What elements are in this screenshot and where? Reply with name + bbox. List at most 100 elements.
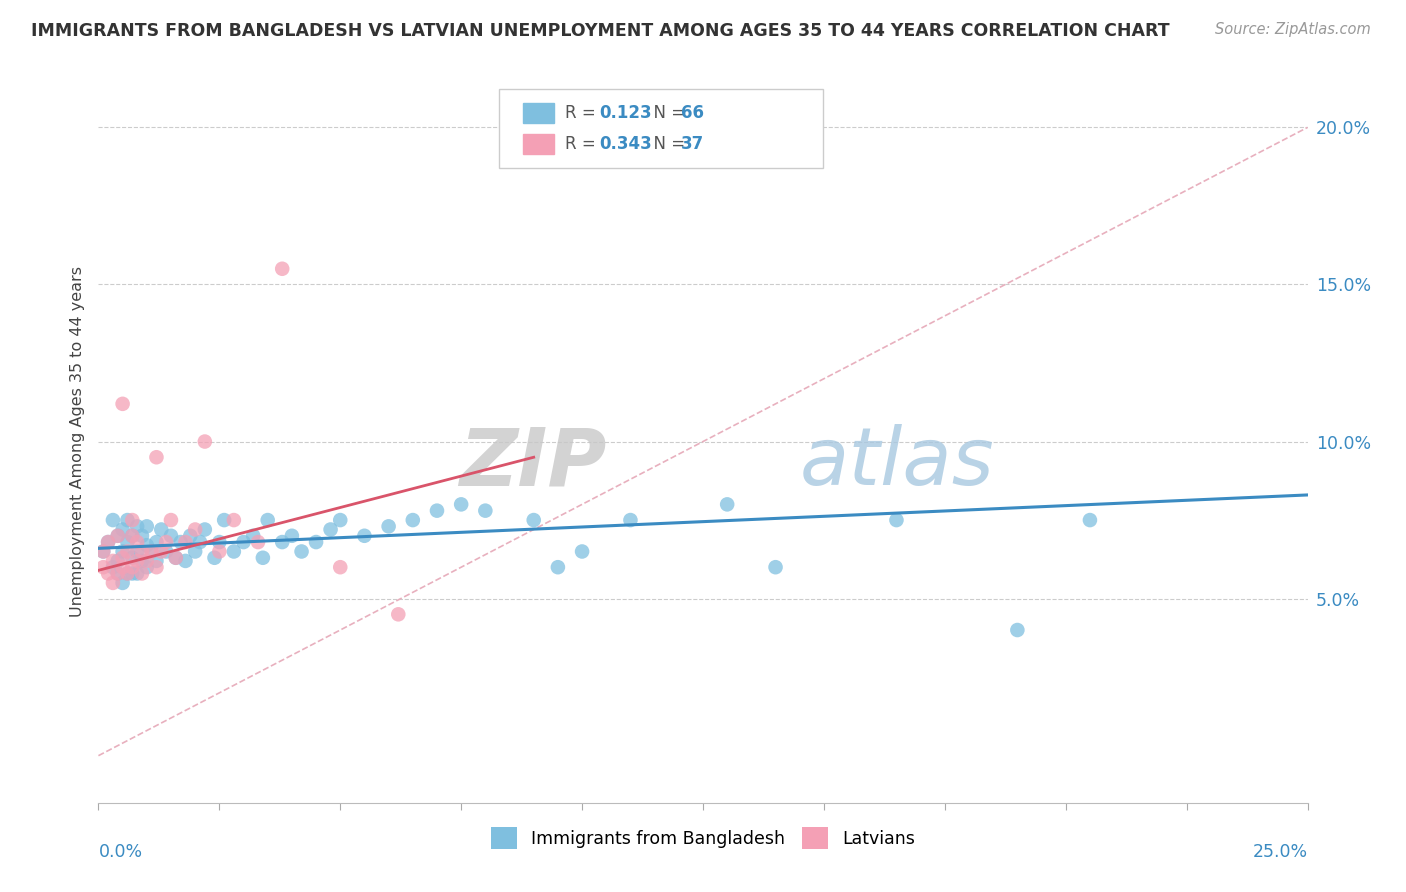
Point <box>716 497 738 511</box>
Point <box>242 529 264 543</box>
Y-axis label: Unemployment Among Ages 35 to 44 years: Unemployment Among Ages 35 to 44 years <box>70 266 86 617</box>
Point <box>155 535 177 549</box>
Point <box>160 513 183 527</box>
Point <box>131 544 153 558</box>
Text: IMMIGRANTS FROM BANGLADESH VS LATVIAN UNEMPLOYMENT AMONG AGES 35 TO 44 YEARS COR: IMMIGRANTS FROM BANGLADESH VS LATVIAN UN… <box>31 22 1170 40</box>
Point <box>101 575 124 590</box>
Point <box>101 560 124 574</box>
Point <box>107 566 129 581</box>
Point <box>208 535 231 549</box>
Point <box>121 550 143 565</box>
Point <box>97 535 120 549</box>
Point <box>121 513 143 527</box>
Text: 0.0%: 0.0% <box>98 843 142 861</box>
Point <box>111 560 134 574</box>
Point <box>271 535 294 549</box>
Point <box>194 523 217 537</box>
Text: 25.0%: 25.0% <box>1253 843 1308 861</box>
Point <box>160 529 183 543</box>
Point <box>305 535 328 549</box>
Point <box>290 544 312 558</box>
Point <box>91 544 114 558</box>
Point <box>1078 513 1101 527</box>
Text: Source: ZipAtlas.com: Source: ZipAtlas.com <box>1215 22 1371 37</box>
Point <box>145 554 167 568</box>
Point <box>150 523 173 537</box>
Point <box>111 523 134 537</box>
Point <box>212 513 235 527</box>
Point <box>141 544 163 558</box>
Point <box>127 566 149 581</box>
Text: atlas: atlas <box>800 425 994 502</box>
Point <box>145 560 167 574</box>
Point <box>222 544 245 558</box>
Point <box>256 513 278 527</box>
Point <box>131 566 153 581</box>
Point <box>111 550 134 565</box>
Text: 37: 37 <box>681 135 704 153</box>
Point <box>179 529 201 543</box>
Text: N =: N = <box>643 135 690 153</box>
Text: 0.343: 0.343 <box>599 135 652 153</box>
Point <box>141 544 163 558</box>
Point <box>145 450 167 465</box>
Point <box>523 513 546 527</box>
Point <box>426 503 449 517</box>
Point <box>117 544 139 558</box>
Text: 0.123: 0.123 <box>599 104 651 122</box>
Point <box>111 544 134 558</box>
Point <box>121 566 143 581</box>
Point <box>101 554 124 568</box>
Point <box>97 566 120 581</box>
Point <box>271 261 294 276</box>
Point <box>127 544 149 558</box>
Point <box>121 560 143 574</box>
Point <box>204 550 226 565</box>
Point <box>208 544 231 558</box>
Point <box>184 544 207 558</box>
Point <box>131 529 153 543</box>
Point <box>117 566 139 581</box>
Point <box>135 538 157 552</box>
Point <box>377 519 399 533</box>
Point <box>232 535 254 549</box>
Point <box>97 535 120 549</box>
Point <box>101 513 124 527</box>
Point <box>174 554 197 568</box>
Point <box>619 513 641 527</box>
Point <box>353 529 375 543</box>
Text: 66: 66 <box>681 104 703 122</box>
Point <box>281 529 304 543</box>
Point <box>1007 623 1029 637</box>
Point <box>474 503 496 517</box>
Point <box>150 544 173 558</box>
Point <box>547 560 569 574</box>
Point <box>107 529 129 543</box>
Point <box>127 535 149 549</box>
Point <box>107 566 129 581</box>
Text: R =: R = <box>565 104 602 122</box>
Point <box>247 535 270 549</box>
Point <box>329 560 352 574</box>
Legend: Immigrants from Bangladesh, Latvians: Immigrants from Bangladesh, Latvians <box>484 821 922 855</box>
Point <box>117 513 139 527</box>
Text: ZIP: ZIP <box>458 425 606 502</box>
Text: N =: N = <box>643 104 690 122</box>
Point <box>91 560 114 574</box>
Point <box>165 550 187 565</box>
Point <box>222 513 245 527</box>
Point <box>886 513 908 527</box>
Point <box>117 535 139 549</box>
Point <box>135 519 157 533</box>
Point <box>135 554 157 568</box>
Point <box>127 519 149 533</box>
Point <box>252 550 274 565</box>
Point <box>571 544 593 558</box>
Point <box>402 513 425 527</box>
Point <box>91 544 114 558</box>
Point <box>194 434 217 449</box>
Point <box>107 554 129 568</box>
Point <box>169 535 191 549</box>
Point <box>174 535 197 549</box>
Point <box>765 560 787 574</box>
